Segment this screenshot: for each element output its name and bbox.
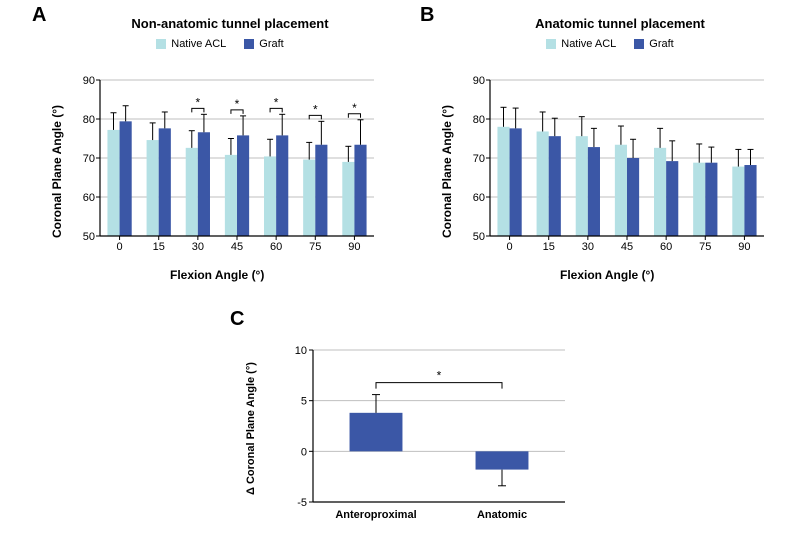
panel-a-legend: Native ACL Graft: [70, 38, 370, 50]
svg-text:5: 5: [301, 396, 307, 408]
swatch-native-a: [156, 39, 166, 49]
svg-text:45: 45: [621, 241, 633, 253]
svg-text:10: 10: [295, 345, 307, 357]
panel-b-legend: Native ACL Graft: [460, 38, 760, 50]
svg-text:15: 15: [153, 241, 165, 253]
panel-a-xlabel: Flexion Angle (°): [170, 268, 264, 282]
legend-native-b: Native ACL: [546, 38, 616, 50]
svg-text:-5: -5: [297, 497, 307, 509]
panel-b-xlabel: Flexion Angle (°): [560, 268, 654, 282]
svg-text:*: *: [235, 97, 240, 111]
swatch-native-b: [546, 39, 556, 49]
swatch-graft-b: [634, 39, 644, 49]
svg-text:0: 0: [507, 241, 513, 253]
svg-text:60: 60: [270, 241, 282, 253]
svg-text:*: *: [313, 102, 318, 116]
svg-text:30: 30: [582, 241, 594, 253]
panel-a-label: A: [32, 4, 46, 27]
legend-native-a-label: Native ACL: [171, 38, 226, 50]
legend-graft-a: Graft: [244, 38, 283, 50]
svg-text:80: 80: [473, 114, 485, 126]
panel-c-chart: -5 0 5 10 Anteroproximal Anatomic *: [275, 320, 575, 530]
svg-text:0: 0: [117, 241, 123, 253]
swatch-graft-a: [244, 39, 254, 49]
legend-native-b-label: Native ACL: [561, 38, 616, 50]
panel-b-ylabel: Coronal Plane Angle (°): [440, 105, 454, 238]
svg-text:Anteroproximal: Anteroproximal: [335, 509, 416, 521]
legend-graft-b: Graft: [634, 38, 673, 50]
svg-text:50: 50: [473, 231, 485, 243]
svg-text:60: 60: [473, 192, 485, 204]
panel-a-chart: 50 60 70 80 90 0 15 30 45 60 75 90 * * * * *: [70, 56, 380, 266]
legend-native-a: Native ACL: [156, 38, 226, 50]
svg-text:90: 90: [738, 241, 750, 253]
svg-text:60: 60: [660, 241, 672, 253]
svg-text:45: 45: [231, 241, 243, 253]
panel-b-label: B: [420, 4, 434, 27]
svg-text:*: *: [196, 95, 201, 109]
svg-text:90: 90: [473, 75, 485, 87]
legend-graft-b-label: Graft: [649, 38, 673, 50]
panel-a-title: Non-anatomic tunnel placement: [90, 16, 370, 31]
panel-c-ylabel: Δ Coronal Plane Angle (°): [245, 362, 257, 495]
legend-graft-a-label: Graft: [259, 38, 283, 50]
svg-text:75: 75: [309, 241, 321, 253]
panel-c-label: C: [230, 308, 244, 331]
svg-text:90: 90: [348, 241, 360, 253]
svg-text:0: 0: [301, 446, 307, 458]
svg-text:*: *: [437, 369, 442, 383]
svg-text:15: 15: [543, 241, 555, 253]
svg-text:*: *: [352, 101, 357, 115]
svg-text:70: 70: [83, 153, 95, 165]
svg-text:30: 30: [192, 241, 204, 253]
svg-text:70: 70: [473, 153, 485, 165]
svg-text:80: 80: [83, 114, 95, 126]
svg-text:60: 60: [83, 192, 95, 204]
svg-text:50: 50: [83, 231, 95, 243]
panel-b-title: Anatomic tunnel placement: [480, 16, 760, 31]
svg-text:90: 90: [83, 75, 95, 87]
svg-text:Anatomic: Anatomic: [477, 509, 527, 521]
svg-text:*: *: [274, 95, 279, 109]
panel-a-ylabel: Coronal Plane Angle (°): [50, 105, 64, 238]
panel-b-chart: 50 60 70 80 90 0 15 30 45 60 75 90: [460, 56, 770, 266]
svg-text:75: 75: [699, 241, 711, 253]
